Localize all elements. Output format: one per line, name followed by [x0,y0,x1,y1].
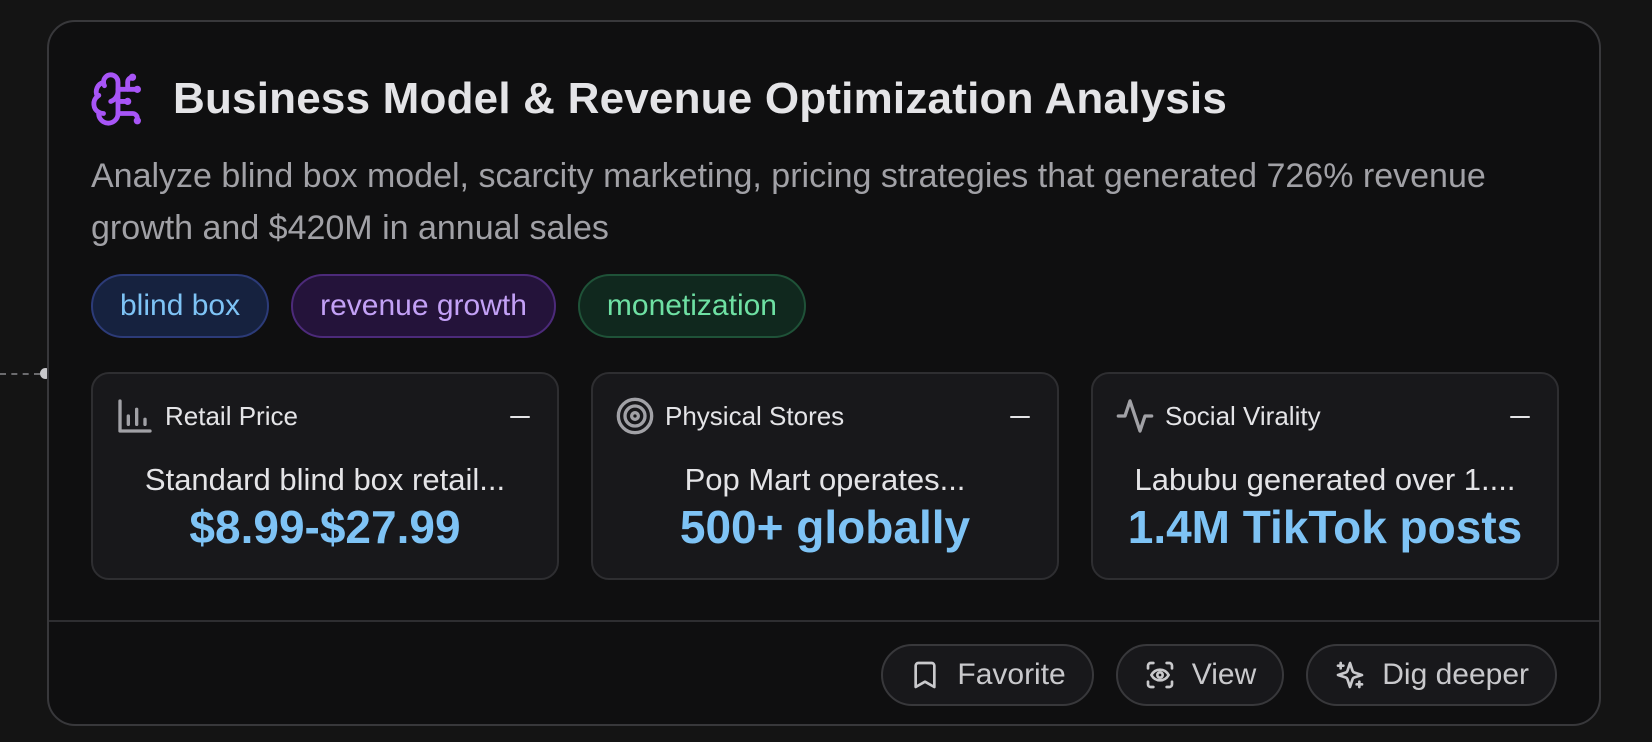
collapse-button[interactable] [1505,402,1535,432]
metric-header: Physical Stores [615,396,844,436]
activity-icon [1116,399,1154,433]
target-icon [616,397,654,435]
minus-icon [510,415,530,419]
brain-icon [91,72,141,126]
metric-value: 1.4M TikTok posts [1127,501,1523,553]
card-description: Analyze blind box model, scarcity market… [91,157,1486,247]
minus-icon [1510,415,1530,419]
metric-value: $8.99-$27.99 [189,501,461,553]
metric-description: Pop Mart operates... [684,462,966,497]
metric-label: Social Virality [1165,400,1321,431]
metric-card-retail-price[interactable]: Retail Price Standard blind box retail..… [91,372,559,580]
tag-blind-box[interactable]: blind box [91,274,270,338]
view-label: View [1191,658,1257,691]
metric-description: Labubu generated over 1.... [1134,462,1516,497]
metric-card-physical-stores[interactable]: Physical Stores Pop Mart operates... 500… [591,372,1059,580]
dig-deeper-button[interactable]: Dig deeper [1306,644,1557,706]
metric-label: Retail Price [165,400,298,431]
connector-handle[interactable] [40,368,51,379]
bar-chart-icon [118,399,152,433]
dig-deeper-label: Dig deeper [1382,658,1529,691]
node-connector [0,368,51,379]
minus-icon [1010,415,1030,419]
metric-value: 500+ globally [679,501,971,553]
sparkles-icon [1336,661,1364,689]
metric-header: Retail Price [115,396,298,436]
metric-label: Physical Stores [665,400,845,431]
bookmark-icon [914,661,937,689]
metric-card-social-virality[interactable]: Social Virality Labubu generated over 1.… [1091,372,1559,580]
connector-dashed-line [0,373,40,375]
card-footer: Favorite View [49,620,1599,724]
view-button[interactable]: View [1115,644,1285,706]
tag-monetization[interactable]: monetization [577,274,806,338]
tag-list: blind box revenue growth monetization [91,274,806,338]
favorite-button[interactable]: Favorite [881,644,1094,706]
collapse-button[interactable] [505,402,535,432]
metric-header: Social Virality [1115,396,1321,436]
card-title: Business Model & Revenue Optimization An… [173,74,1228,123]
favorite-label: Favorite [957,658,1066,691]
tag-revenue-growth[interactable]: revenue growth [291,274,556,338]
metric-description: Standard blind box retail... [144,462,506,497]
card-header: Business Model & Revenue Optimization An… [89,70,1227,128]
metric-list: Retail Price Standard blind box retail..… [91,372,1559,580]
action-bar: Favorite View [881,644,1557,706]
analysis-card: Business Model & Revenue Optimization An… [47,20,1601,726]
view-icon [1146,661,1174,689]
collapse-button[interactable] [1005,402,1035,432]
